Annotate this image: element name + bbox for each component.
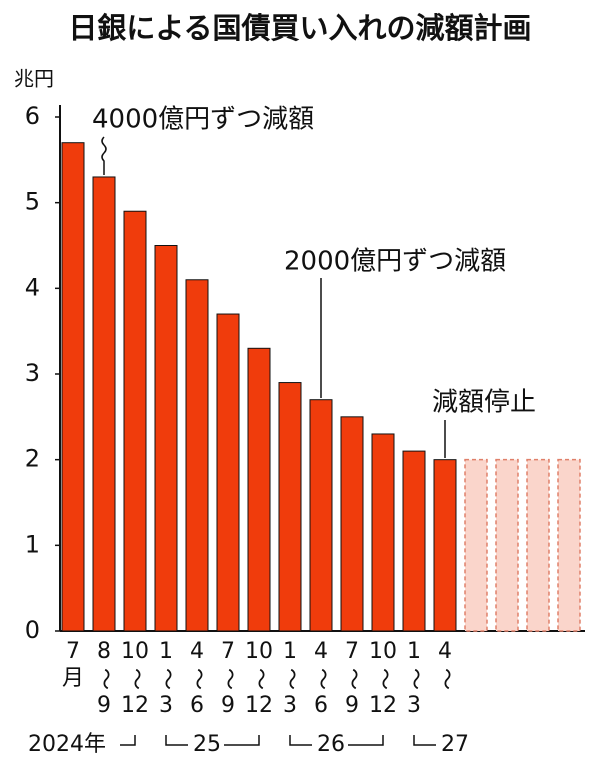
year-bracket — [413, 735, 436, 746]
bar — [216, 313, 240, 632]
year-label: 27 — [441, 732, 469, 757]
x-tick-label: 〜 — [123, 668, 148, 690]
x-tick-label: 9 — [345, 693, 359, 718]
x-tick-label: 〜 — [185, 668, 210, 690]
x-tick-label: 〜 — [216, 668, 241, 690]
x-tick-label: 〜 — [247, 668, 272, 690]
x-tick-label: 8 — [97, 639, 111, 664]
x-tick-label: 〜 — [402, 668, 427, 690]
annotation: 減額停止 — [432, 388, 536, 418]
x-tick-label: 〜 — [278, 668, 303, 690]
bar — [340, 416, 364, 632]
x-tick-label: 12 — [121, 693, 149, 718]
bar — [526, 458, 550, 632]
x-tick-label: 1 — [283, 639, 297, 664]
annotation-line — [101, 136, 107, 175]
bar — [61, 142, 85, 632]
x-tick-label: 1 — [159, 639, 173, 664]
x-tick-label: 7 — [345, 639, 359, 664]
x-tick-label: 〜 — [340, 668, 365, 690]
x-tick-label: 〜 — [154, 668, 179, 690]
bar — [247, 347, 271, 632]
x-tick-label: 4 — [314, 639, 328, 664]
x-tick-label: 7 — [221, 639, 235, 664]
year-bracket — [289, 735, 384, 746]
x-tick-label: 3 — [407, 693, 421, 718]
year-label: 2024年 — [28, 732, 106, 757]
bar — [278, 382, 302, 632]
x-tick-label: 12 — [245, 693, 273, 718]
y-tick-label: 0 — [25, 616, 40, 644]
year-bracket — [120, 735, 136, 746]
annotation: 4000億円ずつ減額 — [92, 105, 314, 135]
bar — [464, 458, 488, 632]
chart-title: 日銀による国債買い入れの減額計画 — [68, 11, 531, 45]
x-tick-label: 〜 — [309, 668, 334, 690]
x-tick-label: 10 — [121, 639, 149, 664]
y-tick-label: 1 — [25, 530, 40, 558]
x-tick-label: 1 — [407, 639, 421, 664]
y-tick-label: 2 — [25, 445, 40, 473]
y-tick-label: 5 — [25, 188, 40, 216]
bar — [92, 176, 116, 632]
x-tick-label: 6 — [314, 693, 328, 718]
x-tick-label: 月 — [62, 666, 84, 691]
bar — [557, 458, 581, 632]
x-tick-label: 3 — [159, 693, 173, 718]
y-tick-label: 3 — [25, 359, 40, 387]
annotation: 2000億円ずつ減額 — [284, 247, 506, 277]
y-tick-label: 4 — [25, 273, 40, 301]
bar — [433, 459, 457, 632]
year-bracket — [165, 735, 260, 746]
x-tick-label: 10 — [245, 639, 273, 664]
x-tick-label: 10 — [369, 639, 397, 664]
bar — [371, 433, 395, 632]
y-tick-label: 6 — [25, 102, 40, 130]
x-tick-label: 4 — [438, 639, 452, 664]
bar — [154, 245, 178, 632]
x-tick-label: 12 — [369, 693, 397, 718]
x-tick-label: 6 — [190, 693, 204, 718]
bar — [309, 399, 333, 632]
year-label: 26 — [317, 732, 345, 757]
bar — [402, 450, 426, 632]
x-tick-label: 4 — [190, 639, 204, 664]
y-unit: 兆円 — [14, 67, 54, 91]
x-tick-label: 3 — [283, 693, 297, 718]
x-tick-label: 〜 — [433, 668, 458, 690]
x-tick-label: 〜 — [92, 668, 117, 690]
x-tick-label: 9 — [97, 693, 111, 718]
bar — [185, 279, 209, 632]
x-tick-label: 7 — [66, 639, 80, 664]
x-tick-label: 9 — [221, 693, 235, 718]
x-tick-label: 〜 — [371, 668, 396, 690]
bar — [123, 210, 147, 632]
year-label: 25 — [193, 732, 221, 757]
bar — [495, 458, 519, 632]
